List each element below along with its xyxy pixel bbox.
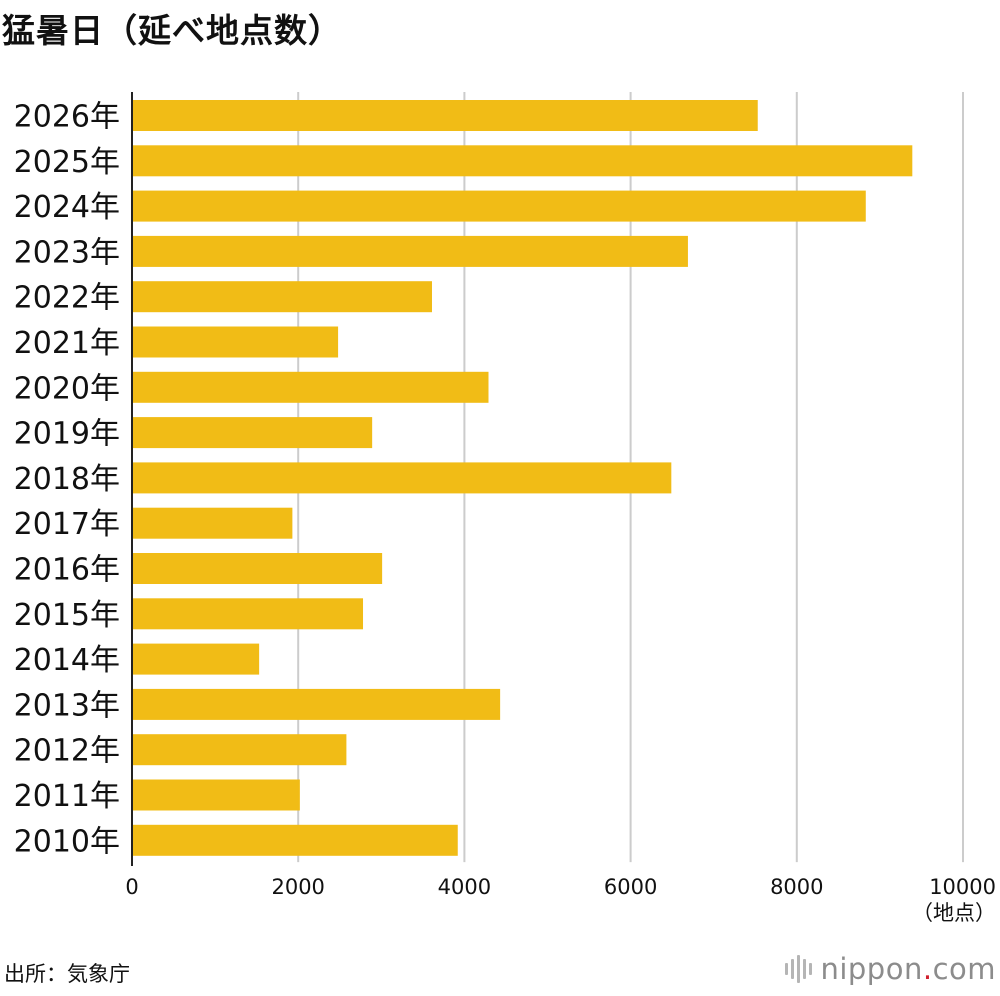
bar — [133, 145, 913, 177]
category-label: 2020年 — [14, 371, 120, 406]
bar — [133, 643, 260, 675]
x-tick-label: 0 — [125, 875, 138, 899]
bar-chart: 2026年 2025年 2024年 2023年 2022年 2021年 2020年 2019年… — [14, 92, 996, 925]
x-tick-label: 6000 — [604, 875, 657, 899]
category-label: 2013年 — [14, 688, 120, 723]
bar — [133, 507, 293, 539]
bar — [133, 779, 300, 811]
category-label: 2024年 — [14, 190, 120, 225]
category-label: 2018年 — [14, 462, 120, 497]
category-label: 2019年 — [14, 417, 120, 452]
category-labels: 2026年 2025年 2024年 2023年 2022年 2021年 2020年 2019年… — [14, 100, 120, 860]
x-tick-label: 8000 — [770, 875, 823, 899]
x-tick-label: 10000 — [929, 875, 996, 899]
category-label: 2022年 — [14, 281, 120, 316]
bar — [133, 417, 373, 449]
bar — [133, 824, 458, 856]
category-label: 2010年 — [14, 824, 120, 859]
category-label: 2026年 — [14, 100, 120, 135]
x-tick-label: 4000 — [438, 875, 491, 899]
x-tick-label: 2000 — [271, 875, 324, 899]
x-tick-labels: 0 2000 4000 6000 8000 10000 — [125, 875, 996, 899]
category-label: 2016年 — [14, 553, 120, 588]
category-label: 2015年 — [14, 598, 120, 633]
category-label: 2023年 — [14, 235, 120, 270]
category-label: 2011年 — [14, 779, 120, 814]
bar — [133, 371, 489, 403]
bar — [133, 326, 339, 358]
bar — [133, 553, 383, 584]
chart-title: 猛暑日（延べ地点数） — [2, 11, 342, 50]
bar — [133, 100, 758, 131]
category-label: 2021年 — [14, 326, 120, 361]
bars — [133, 100, 913, 856]
unit-label: （地点） — [912, 901, 996, 925]
brand-bars-icon — [785, 955, 813, 983]
brand-text: nippon.com — [820, 952, 996, 986]
bar — [133, 598, 364, 630]
bar — [133, 688, 501, 720]
category-label: 2017年 — [14, 507, 120, 542]
bar — [133, 734, 347, 766]
category-label: 2025年 — [14, 145, 120, 180]
category-label: 2012年 — [14, 734, 120, 769]
bar — [133, 462, 672, 494]
category-label: 2014年 — [14, 643, 120, 678]
source-note: 出所：気象庁 — [4, 962, 130, 986]
bar — [133, 281, 432, 313]
bar — [133, 235, 688, 267]
brand-logo: nippon.com — [785, 952, 996, 986]
bar — [133, 190, 866, 222]
